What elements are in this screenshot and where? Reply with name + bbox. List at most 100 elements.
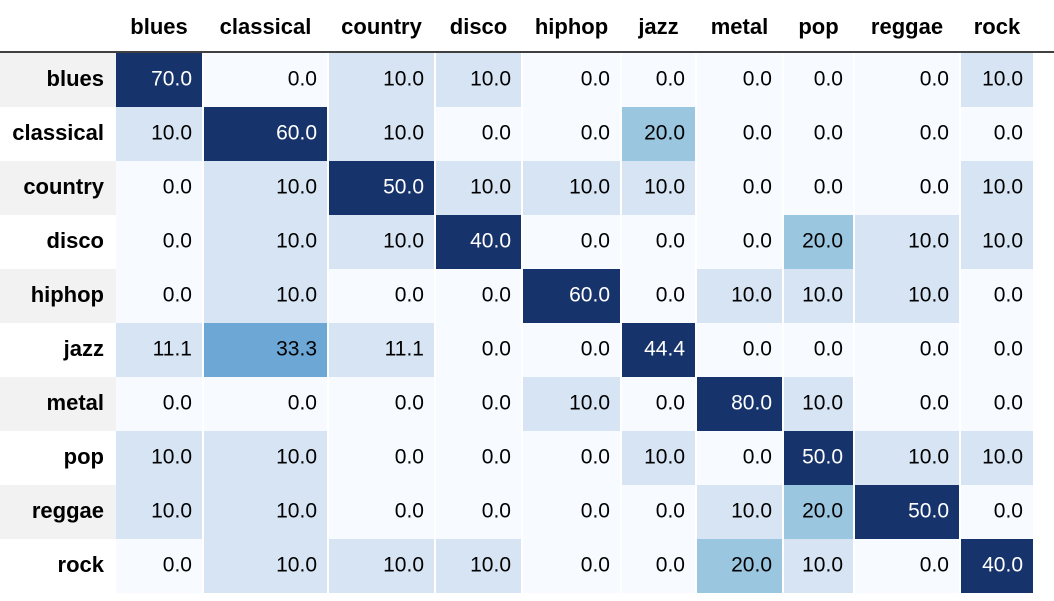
heatmap-cell [116, 485, 202, 539]
cell-value-label: 10.0 [383, 230, 424, 253]
heatmap-cell [697, 269, 782, 323]
cell-value-label: 0.0 [920, 176, 949, 199]
cell-value-label: 10.0 [276, 554, 317, 577]
column-header-label: pop [798, 14, 838, 39]
heatmap-cell [855, 539, 959, 593]
heatmap-cell [436, 269, 521, 323]
cell-value-label: 0.0 [482, 284, 511, 307]
cell-value-label: 0.0 [656, 500, 685, 523]
heatmap-cell [523, 431, 620, 485]
cell-value-label: 0.0 [920, 338, 949, 361]
heatmap-labels: 70.0 0.0 10.0 10.0 0.0 0.0 0.0 0.0 0.0 10.0 10.0 60… [0, 14, 1054, 577]
row-label-background [0, 161, 116, 215]
heatmap-cell [523, 323, 620, 377]
heatmap-cell [784, 485, 853, 539]
heatmap-cell [523, 215, 620, 269]
heatmap-cell [204, 161, 327, 215]
heatmap-cell [329, 431, 434, 485]
cell-value-label: 0.0 [814, 68, 843, 91]
cell-value-label: 10.0 [644, 176, 685, 199]
heatmap-cell [329, 215, 434, 269]
cell-value-label: 0.0 [743, 230, 772, 253]
cell-value-label: 0.0 [581, 68, 610, 91]
cell-value-label: 10.0 [731, 500, 772, 523]
heatmap-cell [204, 539, 327, 593]
cell-value-label: 50.0 [908, 500, 949, 523]
cell-value-label: 0.0 [920, 122, 949, 145]
column-header-label: rock [974, 14, 1021, 39]
heatmap-cell [523, 269, 620, 323]
cell-value-label: 0.0 [743, 122, 772, 145]
cell-value-label: 0.0 [581, 338, 610, 361]
heatmap-cell [436, 485, 521, 539]
cell-value-label: 0.0 [482, 122, 511, 145]
heatmap-cell [855, 323, 959, 377]
cell-value-label: 10.0 [470, 554, 511, 577]
heatmap-cell [961, 53, 1033, 107]
heatmap-cell [697, 323, 782, 377]
heatmap-cell [855, 377, 959, 431]
row-header-label: classical [12, 120, 104, 145]
heatmap-cell [622, 431, 695, 485]
heatmap-cell [961, 377, 1033, 431]
cell-value-label: 0.0 [163, 230, 192, 253]
cell-value-label: 0.0 [743, 338, 772, 361]
cell-value-label: 0.0 [163, 392, 192, 415]
cell-value-label: 10.0 [276, 284, 317, 307]
cell-value-label: 0.0 [743, 176, 772, 199]
cell-value-label: 0.0 [994, 392, 1023, 415]
heatmap-cell [116, 215, 202, 269]
heatmap-cell [855, 53, 959, 107]
cell-value-label: 50.0 [802, 446, 843, 469]
heatmap-cell [204, 323, 327, 377]
row-header-label: disco [47, 228, 104, 253]
cell-value-label: 10.0 [802, 554, 843, 577]
cell-value-label: 0.0 [482, 392, 511, 415]
column-header-label: reggae [871, 14, 943, 39]
heatmap-cell [523, 53, 620, 107]
heatmap-cell [855, 215, 959, 269]
row-label-background [0, 377, 116, 431]
cell-value-label: 60.0 [276, 122, 317, 145]
cell-value-label: 10.0 [151, 446, 192, 469]
cell-value-label: 10.0 [383, 68, 424, 91]
cell-value-label: 0.0 [163, 554, 192, 577]
cell-value-label: 0.0 [656, 68, 685, 91]
cell-value-label: 10.0 [276, 230, 317, 253]
heatmap-cell [622, 377, 695, 431]
cell-value-label: 11.1 [153, 338, 192, 361]
cell-value-label: 0.0 [814, 338, 843, 361]
column-header-label: metal [711, 14, 768, 39]
heatmap-cell [697, 431, 782, 485]
cell-value-label: 10.0 [569, 176, 610, 199]
cell-value-label: 0.0 [581, 446, 610, 469]
heatmap-cell [961, 215, 1033, 269]
cell-value-label: 0.0 [920, 68, 949, 91]
heatmap-cell [204, 269, 327, 323]
heatmap-cell [622, 269, 695, 323]
cell-value-label: 10.0 [151, 122, 192, 145]
cell-value-label: 10.0 [151, 500, 192, 523]
cell-value-label: 0.0 [581, 230, 610, 253]
heatmap-cell [329, 161, 434, 215]
cell-value-label: 0.0 [920, 392, 949, 415]
cell-value-label: 0.0 [163, 284, 192, 307]
cell-value-label: 0.0 [743, 68, 772, 91]
heatmap-cell [961, 107, 1033, 161]
cell-value-label: 0.0 [482, 500, 511, 523]
heatmap-cell [697, 161, 782, 215]
heatmap-cell [961, 485, 1033, 539]
heatmap-cell [622, 53, 695, 107]
cell-value-label: 0.0 [395, 392, 424, 415]
heatmap-cell [329, 539, 434, 593]
cell-value-label: 33.3 [276, 338, 317, 361]
heatmap-cell [855, 107, 959, 161]
cell-value-label: 50.0 [383, 176, 424, 199]
heatmap-cell [436, 323, 521, 377]
heatmap-cell [329, 269, 434, 323]
row-header-label: reggae [32, 498, 104, 523]
heatmap-cell [116, 269, 202, 323]
cell-value-label: 10.0 [802, 284, 843, 307]
heatmap-cell [116, 107, 202, 161]
heatmap-cell [697, 215, 782, 269]
